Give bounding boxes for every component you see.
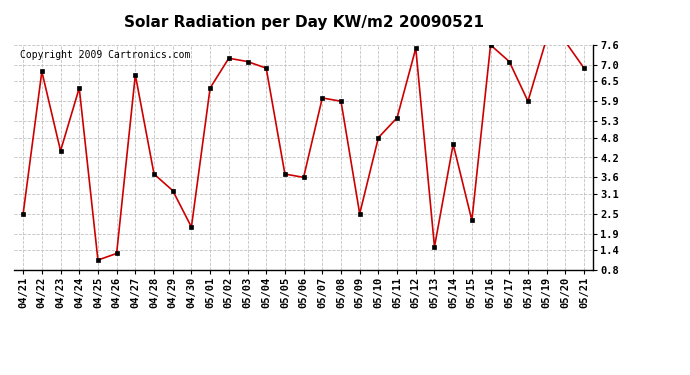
Text: Copyright 2009 Cartronics.com: Copyright 2009 Cartronics.com	[19, 50, 190, 60]
Text: Solar Radiation per Day KW/m2 20090521: Solar Radiation per Day KW/m2 20090521	[124, 15, 484, 30]
